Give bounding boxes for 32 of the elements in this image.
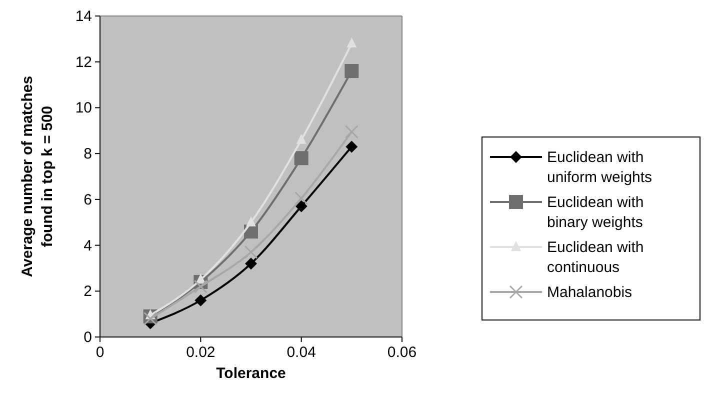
- point: [294, 151, 308, 166]
- y-axis-title: Average number of matches found in top k = 500: [19, 76, 56, 278]
- y-tick-label: 6: [84, 191, 92, 208]
- y-tick-label: 0: [84, 329, 92, 346]
- point: [144, 312, 158, 326]
- x-axis-title: Tolerance: [216, 365, 286, 382]
- legend-label: Euclidean with uniform weights: [547, 149, 652, 186]
- y-tick-label: 4: [84, 237, 92, 254]
- legend-label: Euclidean with binary weights: [547, 194, 644, 231]
- point: [194, 294, 207, 306]
- point: [346, 140, 358, 153]
- point: [244, 245, 258, 259]
- point: [245, 258, 257, 270]
- y-tick-label: 10: [75, 100, 92, 117]
- y-tick-label: 12: [75, 54, 92, 71]
- legend-label: Mahalanobis: [547, 284, 632, 301]
- point: [294, 192, 308, 206]
- x-tick-label: 0.04: [286, 344, 316, 361]
- y-tick-label: 8: [84, 146, 92, 163]
- point: [295, 200, 308, 212]
- y-tick-label: 2: [84, 283, 92, 300]
- legend-label: Euclidean with continuous: [547, 239, 644, 276]
- point: [344, 125, 358, 139]
- x-tick-label: 0.06: [387, 344, 417, 361]
- point: [346, 38, 357, 48]
- point: [246, 216, 256, 226]
- point: [344, 64, 359, 78]
- y-tick-label: 14: [75, 8, 92, 25]
- point: [194, 280, 208, 294]
- x-tick-label: 0.02: [186, 344, 216, 361]
- point: [296, 134, 306, 144]
- x-tick-label: 0: [96, 344, 104, 361]
